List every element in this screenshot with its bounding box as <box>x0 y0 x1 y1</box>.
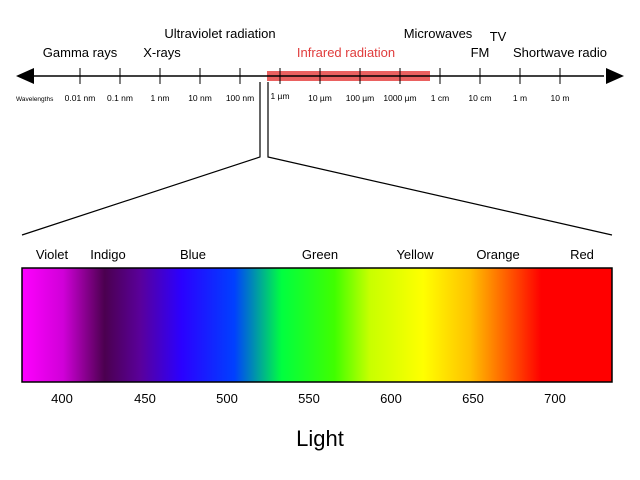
tick-label: 100 µm <box>346 93 375 103</box>
tick-label: 10 cm <box>468 93 491 103</box>
color-label-yellow: Yellow <box>396 247 434 262</box>
band-label-microwaves: Microwaves <box>404 26 473 41</box>
band-label-gamma: Gamma rays <box>43 45 118 60</box>
wavelengths-prefix-label: Wavelengths <box>16 96 54 103</box>
tick-label: 0.1 nm <box>107 93 133 103</box>
color-label-red: Red <box>570 247 594 262</box>
nm-label: 600 <box>380 391 402 406</box>
tick-label: 10 nm <box>188 93 212 103</box>
color-label-green: Green <box>302 247 338 262</box>
color-label-blue: Blue <box>180 247 206 262</box>
tick-label: 1 m <box>513 93 527 103</box>
tick-label: 1000 µm <box>383 93 416 103</box>
visible-spectrum-bar <box>21 267 613 383</box>
nm-label: 650 <box>462 391 484 406</box>
zoom-callout <box>21 82 613 236</box>
band-label-xrays: X-rays <box>143 45 181 60</box>
band-label-infrared: Infrared radiation <box>297 45 395 60</box>
axis-ticks <box>79 68 561 84</box>
nm-label: 700 <box>544 391 566 406</box>
tick-label: 10 µm <box>308 93 332 103</box>
nm-label: 500 <box>216 391 238 406</box>
tick-labels: 0.01 nm 0.1 nm 1 nm 10 nm 100 nm 1 µm 10… <box>65 91 570 103</box>
color-labels: Violet Indigo Blue Green Yellow Orange R… <box>36 247 594 262</box>
zoom-callout-left-line <box>21 82 261 236</box>
axis-arrow-left-icon <box>16 68 34 84</box>
nm-label: 550 <box>298 391 320 406</box>
band-label-shortwave: Shortwave radio <box>513 45 607 60</box>
band-label-fm: FM <box>471 45 490 60</box>
nm-label: 400 <box>51 391 73 406</box>
color-label-violet: Violet <box>36 247 69 262</box>
zoom-callout-right-line <box>267 82 613 236</box>
band-label-tv: TV <box>490 29 507 44</box>
nm-label: 450 <box>134 391 156 406</box>
tick-label: 100 nm <box>226 93 254 103</box>
tick-label: 10 m <box>551 93 570 103</box>
nm-labels: 400 450 500 550 600 650 700 <box>51 391 566 406</box>
tick-label: 1 nm <box>151 93 170 103</box>
color-label-orange: Orange <box>476 247 519 262</box>
axis-arrow-right-icon <box>606 68 624 84</box>
color-label-indigo: Indigo <box>90 247 125 262</box>
tick-label: 1 µm <box>270 91 289 101</box>
tick-label: 0.01 nm <box>65 93 96 103</box>
spectrum-title: Light <box>296 426 344 451</box>
tick-label: 1 cm <box>431 93 449 103</box>
band-label-uv: Ultraviolet radiation <box>164 26 275 41</box>
